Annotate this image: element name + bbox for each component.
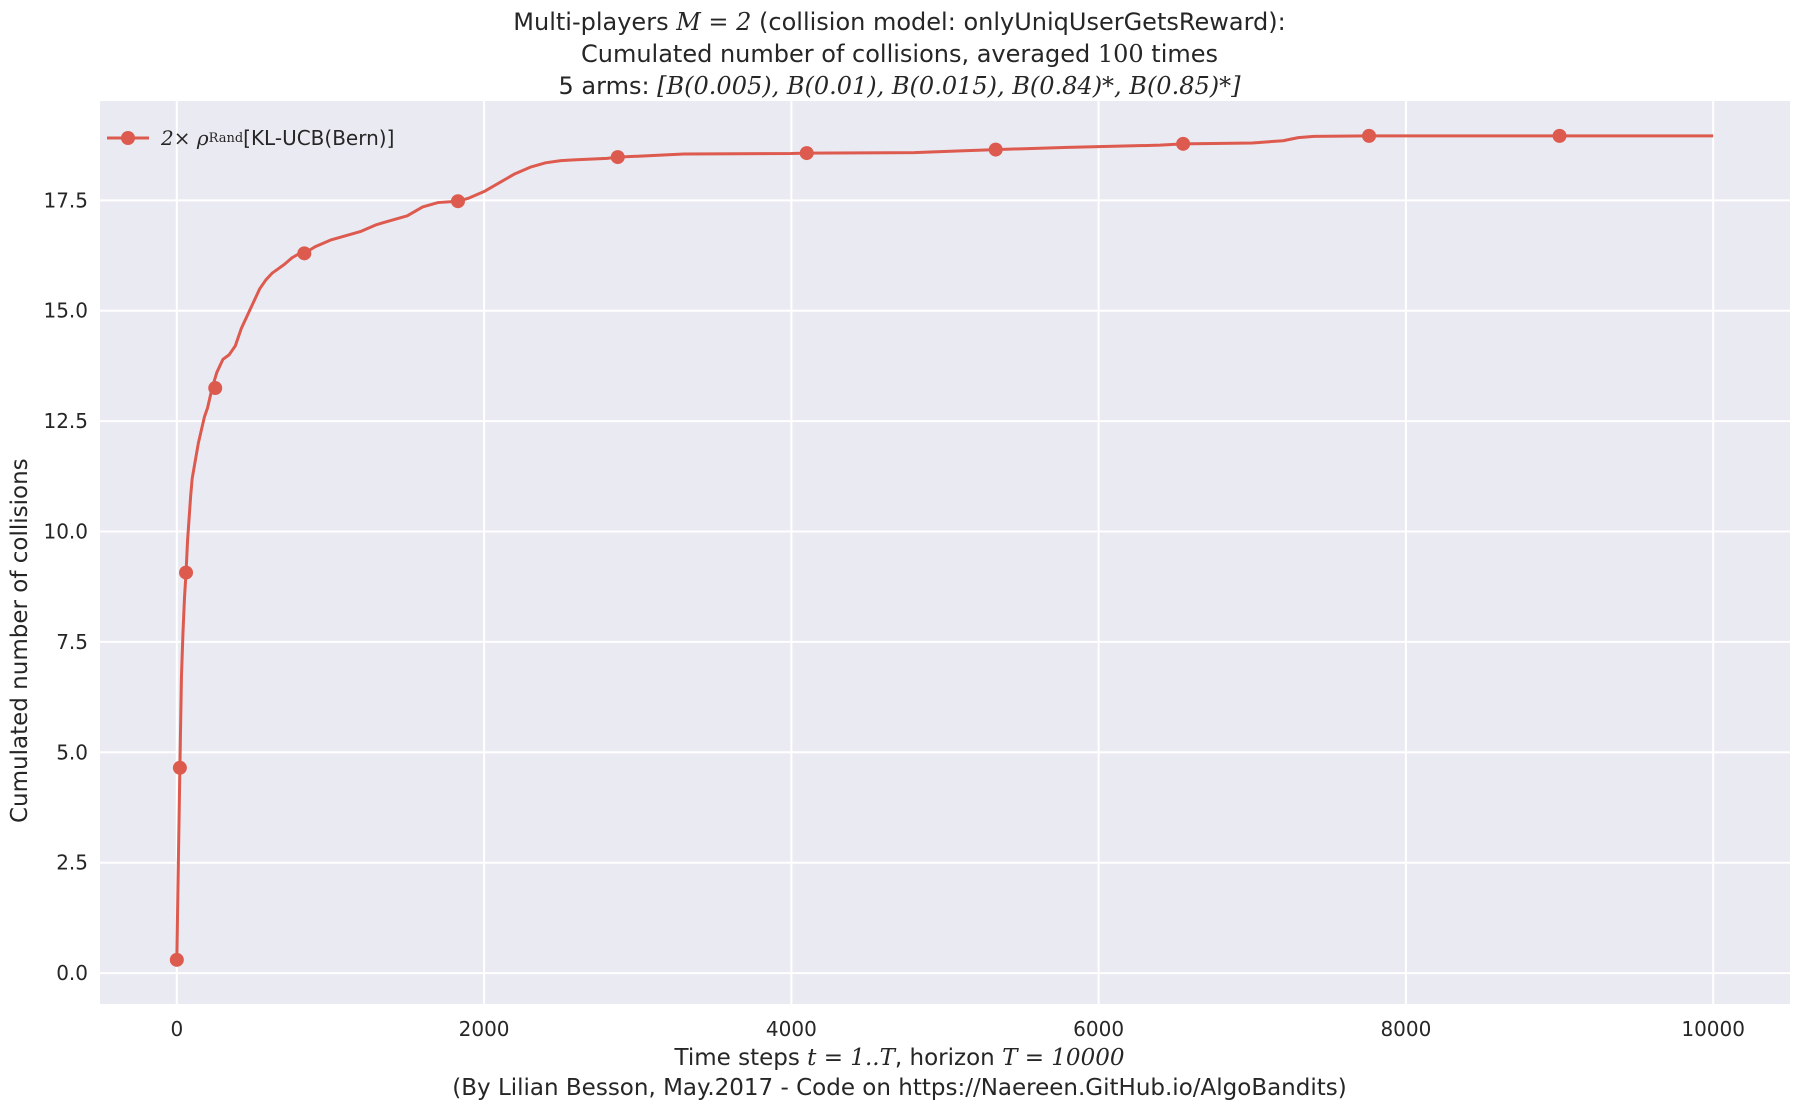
y-tick-label: 17.5 [43,188,88,212]
x-axis-note: (By Lilian Besson, May.2017 - Code on ht… [452,1075,1347,1101]
x-tick-labels: 0 2000 4000 6000 8000 10000 [170,1017,1745,1041]
y-tick-label: 12.5 [43,409,88,433]
series-marker [610,150,625,165]
x-tick-label: 8000 [1380,1017,1431,1041]
chart-title-line-1: Multi-players M = 2 (collision model: on… [513,8,1286,36]
x-tick-label: 10000 [1681,1017,1745,1041]
y-tick-label: 5.0 [56,740,88,764]
legend-label-text: [KL-UCB(Bern)] [243,126,395,150]
plot-background [100,101,1790,1004]
legend: 2× ρ Rand [KL-UCB(Bern)] [105,118,394,158]
series-marker [799,146,814,161]
y-tick-label: 15.0 [43,299,88,323]
y-axis-label: Cumulated number of collisions [7,458,33,823]
gridlines [100,101,1790,1004]
y-tick-label: 2.5 [56,851,88,875]
x-tick-label: 6000 [1073,1017,1124,1041]
series-marker [172,760,187,775]
chart-title-line-2: Cumulated number of collisions, averaged… [580,40,1219,68]
x-tick-label: 0 [170,1017,183,1041]
y-tick-label: 7.5 [56,630,88,654]
y-tick-label: 0.0 [56,961,88,985]
series-marker [450,194,465,209]
series-marker [988,142,1003,157]
legend-label-math: 2× ρ [161,126,209,150]
x-tick-label: 4000 [766,1017,817,1041]
x-tick-label: 2000 [459,1017,510,1041]
legend-swatch [107,131,149,145]
series-layer [169,128,1714,967]
series-marker [208,381,223,396]
y-tick-labels: 0.0 2.5 5.0 7.5 10.0 12.5 15.0 17.5 [43,188,88,985]
chart-title-line-3: 5 arms: [B(0.005), B(0.01), B(0.015), B(… [558,72,1241,100]
x-axis-label: Time steps t = 1..T, horizon T = 10000 [674,1045,1125,1071]
legend-label-sup: Rand [208,130,244,146]
y-tick-label: 10.0 [43,520,88,544]
series-marker [179,565,194,580]
series-marker [1362,128,1377,143]
series-marker [297,246,312,261]
series-marker [169,952,184,967]
series-line [175,134,1714,960]
series-marker [1176,136,1191,151]
series-marker [1552,128,1567,143]
